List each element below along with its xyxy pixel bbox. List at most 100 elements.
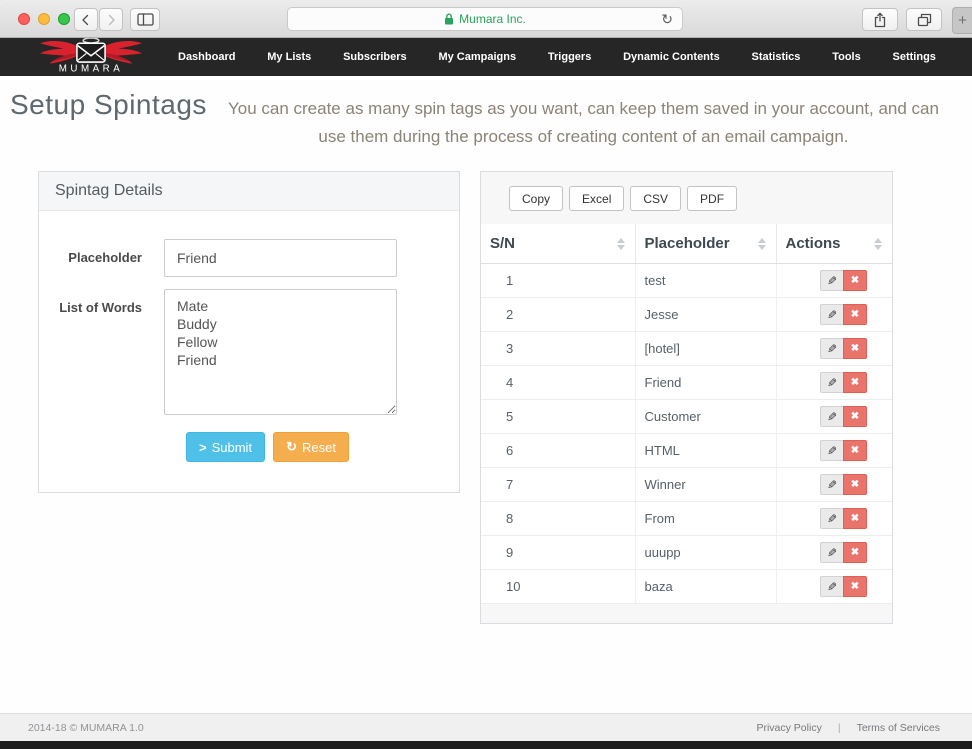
actions-cell: ✎ ✖: [776, 331, 892, 366]
sn-cell: 6: [481, 433, 636, 468]
sn-cell: 5: [481, 399, 636, 434]
actions-cell: ✎ ✖: [776, 535, 892, 570]
edit-button[interactable]: ✎: [820, 270, 844, 291]
close-window-button[interactable]: [18, 13, 30, 25]
edit-button[interactable]: ✎: [820, 440, 844, 461]
table-row: 1 test ✎ ✖: [481, 263, 892, 298]
minimize-window-button[interactable]: [38, 13, 50, 25]
page-title: Setup Spintags: [10, 89, 207, 120]
column-header-placeholder[interactable]: Placeholder: [635, 224, 777, 264]
list-of-words-textarea[interactable]: Mate Buddy Fellow Friend: [164, 289, 397, 415]
actions-cell: ✎ ✖: [776, 297, 892, 332]
nav-item[interactable]: My Lists: [267, 51, 312, 63]
sn-cell: 9: [481, 535, 636, 570]
edit-button[interactable]: ✎: [820, 304, 844, 325]
page-header: Setup Spintags You can create as many sp…: [0, 76, 972, 169]
edit-button[interactable]: ✎: [820, 508, 844, 529]
pencil-icon: ✎: [826, 341, 838, 356]
browser-toolbar: Mumara Inc. ↻ +: [0, 0, 972, 38]
address-bar[interactable]: Mumara Inc. ↻: [287, 7, 683, 31]
footer: 2014-18 © MUMARA 1.0 Privacy Policy | Te…: [0, 713, 972, 741]
delete-button[interactable]: ✖: [843, 304, 867, 325]
pencil-icon: ✎: [826, 409, 838, 424]
delete-button[interactable]: ✖: [843, 270, 867, 291]
nav-item[interactable]: Settings: [892, 51, 936, 63]
column-header-actions[interactable]: Actions: [776, 224, 892, 264]
x-icon: ✖: [850, 479, 860, 490]
delete-button[interactable]: ✖: [843, 508, 867, 529]
delete-button[interactable]: ✖: [843, 576, 867, 597]
x-icon: ✖: [850, 309, 860, 320]
forward-button[interactable]: [99, 8, 123, 31]
delete-button[interactable]: ✖: [843, 474, 867, 495]
pencil-icon: ✎: [826, 375, 838, 390]
chevron-left-icon: [82, 14, 89, 25]
export-button[interactable]: CSV: [630, 186, 682, 211]
reset-button[interactable]: ↻ Reset: [273, 432, 349, 462]
privacy-policy-link[interactable]: Privacy Policy: [756, 721, 822, 734]
reset-button-label: Reset: [301, 439, 336, 455]
terms-of-services-link[interactable]: Terms of Services: [856, 721, 940, 734]
placeholder-cell: baza: [635, 569, 777, 604]
pencil-icon: ✎: [826, 579, 838, 594]
reload-icon[interactable]: ↻: [661, 11, 673, 27]
table-row: 10 baza ✎ ✖: [481, 569, 892, 604]
nav-item[interactable]: Dashboard: [178, 51, 236, 63]
x-icon: ✖: [850, 547, 860, 558]
pencil-icon: ✎: [826, 307, 838, 322]
nav-item[interactable]: Statistics: [751, 51, 801, 63]
x-icon: ✖: [850, 275, 860, 286]
delete-button[interactable]: ✖: [843, 542, 867, 563]
edit-button[interactable]: ✎: [820, 338, 844, 359]
sort-icon: [874, 237, 882, 250]
new-tab-button[interactable]: +: [952, 7, 972, 34]
edit-button[interactable]: ✎: [820, 474, 844, 495]
submit-button[interactable]: > Submit: [186, 432, 266, 462]
export-button[interactable]: Copy: [509, 186, 564, 211]
page-description: You can create as many spin tags as you …: [227, 99, 939, 146]
actions-cell: ✎ ✖: [776, 501, 892, 536]
nav-item[interactable]: Subscribers: [343, 51, 407, 63]
export-button[interactable]: Excel: [569, 186, 625, 211]
pencil-icon: ✎: [826, 511, 838, 526]
placeholder-cell: Winner: [635, 467, 777, 502]
refresh-icon: ↻: [286, 439, 297, 454]
address-text: Mumara Inc.: [459, 12, 526, 26]
share-icon: [874, 12, 886, 27]
edit-button[interactable]: ✎: [820, 406, 844, 427]
edit-button[interactable]: ✎: [820, 542, 844, 563]
tabs-icon: [917, 13, 931, 26]
nav-item[interactable]: Triggers: [547, 51, 592, 63]
column-header-sn[interactable]: S/N: [481, 224, 636, 264]
sn-cell: 2: [481, 297, 636, 332]
tab-overview-button[interactable]: [906, 8, 942, 31]
nav-item[interactable]: Tools: [832, 51, 861, 63]
delete-button[interactable]: ✖: [843, 440, 867, 461]
delete-button[interactable]: ✖: [843, 372, 867, 393]
export-button[interactable]: PDF: [687, 186, 738, 211]
sidebar-toggle-button[interactable]: [130, 8, 160, 31]
nav-item[interactable]: Dynamic Contents: [623, 51, 720, 63]
nav-item[interactable]: My Campaigns: [438, 51, 517, 63]
main-nav: MUMARA Dashboard My Lists Subscribers My Ca…: [0, 37, 972, 78]
spintags-table-panel: Copy Excel CSV PDF S/N: [480, 171, 893, 624]
brand-text: MUMARA: [59, 63, 124, 73]
delete-button[interactable]: ✖: [843, 406, 867, 427]
edit-button[interactable]: ✎: [820, 576, 844, 597]
placeholder-input[interactable]: [164, 239, 397, 277]
bottom-bar: [0, 741, 972, 749]
mumara-logo[interactable]: MUMARA: [32, 37, 150, 78]
table-row: 2 Jesse ✎ ✖: [481, 297, 892, 332]
table-row: 6 HTML ✎ ✖: [481, 433, 892, 468]
pencil-icon: ✎: [826, 443, 838, 458]
delete-button[interactable]: ✖: [843, 338, 867, 359]
edit-button[interactable]: ✎: [820, 372, 844, 393]
zoom-window-button[interactable]: [58, 13, 70, 25]
placeholder-cell: Customer: [635, 399, 777, 434]
back-button[interactable]: [74, 8, 98, 31]
actions-cell: ✎ ✖: [776, 569, 892, 604]
actions-cell: ✎ ✖: [776, 433, 892, 468]
nav-menu: Dashboard My Lists Subscribers My Campaigns…: [178, 51, 936, 63]
share-button[interactable]: [862, 8, 898, 31]
